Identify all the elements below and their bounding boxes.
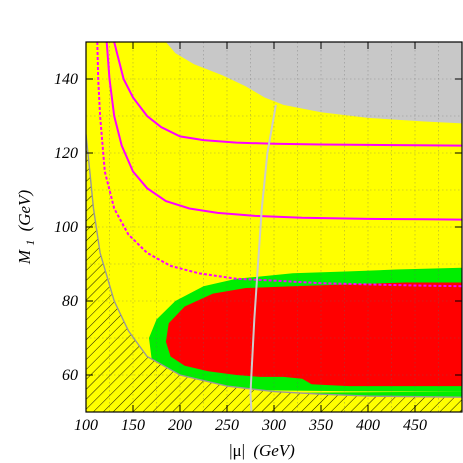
x-tick-label: 200 — [168, 417, 192, 434]
x-tick-label: 100 — [74, 417, 98, 434]
region-grey — [161, 42, 462, 124]
x-tick-label: 350 — [308, 417, 333, 434]
y-tick-label: 60 — [62, 367, 78, 384]
x-axis-title: |μ| (GeV) — [229, 441, 295, 460]
series-line-1-solid — [113, 42, 462, 147]
x-tick-label: 400 — [356, 417, 380, 434]
y-axis-label-main: M — [15, 249, 34, 265]
x-axis-label-main: |μ| — [229, 441, 245, 460]
y-axis-label-unit: (GeV) — [15, 190, 34, 232]
series-line-5-grey — [249, 104, 277, 412]
y-tick-label: 120 — [54, 145, 78, 162]
x-axis-label-unit: (GeV) — [253, 441, 295, 460]
x-tick-label: 150 — [121, 417, 145, 434]
x-tick-label: 300 — [261, 417, 286, 434]
x-tick-label: 450 — [403, 417, 427, 434]
y-axis-title: M 1 (GeV) — [15, 190, 38, 266]
y-tick-label: 80 — [62, 293, 78, 310]
series-line-3-dashed — [96, 42, 462, 288]
y-tick-label: 140 — [54, 71, 78, 88]
series-line-4-boundary — [86, 134, 462, 398]
x-tick-label: 250 — [215, 417, 239, 434]
y-tick-label: 100 — [54, 219, 78, 236]
region-red-main — [165, 282, 462, 387]
y-axis-label-sub: 1 — [23, 240, 37, 246]
series-line-2-solid — [105, 42, 462, 221]
region-excluded-hatched — [86, 42, 462, 412]
